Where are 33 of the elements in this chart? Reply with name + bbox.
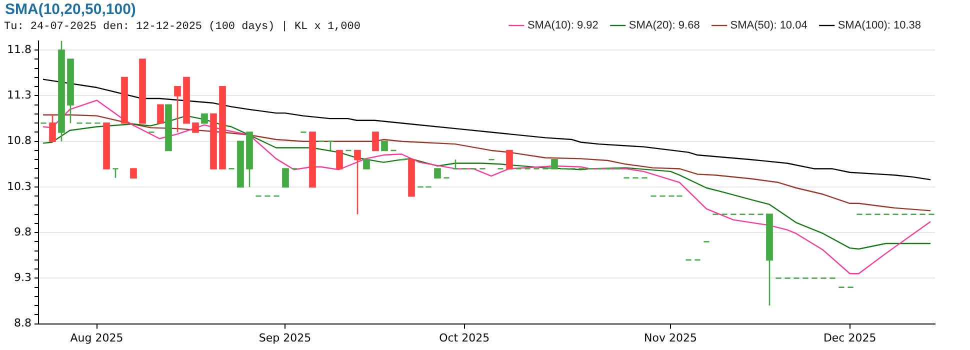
chart-subtitle: Tu: 24-07-2025 den: 12-12-2025 (100 days) | KL x 1,000: [4, 21, 360, 33]
candlestick: [381, 140, 388, 152]
y-tick-label: 9.8: [14, 225, 32, 238]
legend-label: SMA(10): 9.92: [527, 20, 598, 32]
candlestick: [551, 158, 558, 170]
y-tick-label: 11.8: [6, 42, 32, 56]
candlestick: [506, 150, 513, 170]
candlestick: [130, 168, 137, 178]
y-tick-label: 11.3: [6, 88, 32, 102]
y-tick-label: 10.3: [6, 180, 32, 193]
candlestick: [372, 132, 379, 152]
candlestick: [363, 158, 370, 170]
x-tick-label: Aug 2025: [70, 331, 124, 344]
legend-label: SMA(20): 9.68: [628, 20, 700, 32]
x-tick-label: Nov 2025: [644, 331, 698, 344]
candlestick: [336, 150, 343, 170]
x-tick-label: Dec 2025: [823, 331, 876, 344]
candlestick: [157, 104, 164, 124]
y-tick-label: 8.8: [14, 316, 32, 330]
candlestick: [282, 168, 289, 188]
y-tick-label: 9.3: [14, 271, 32, 284]
chart-title: SMA(10,20,50,100): [5, 1, 136, 18]
candlestick: [201, 113, 208, 124]
legend-label: SMA(50): 10.04: [730, 20, 808, 32]
candlestick: [192, 122, 199, 133]
candlestick: [327, 140, 334, 152]
y-tick-label: 10.8: [6, 134, 32, 148]
candlestick: [452, 158, 459, 170]
candlestick: [112, 168, 119, 178]
legend-label: SMA(100): 10.38: [838, 20, 921, 32]
x-tick-label: Oct 2025: [439, 331, 490, 344]
x-tick-label: Sep 2025: [258, 331, 312, 344]
candlestick: [434, 168, 441, 178]
